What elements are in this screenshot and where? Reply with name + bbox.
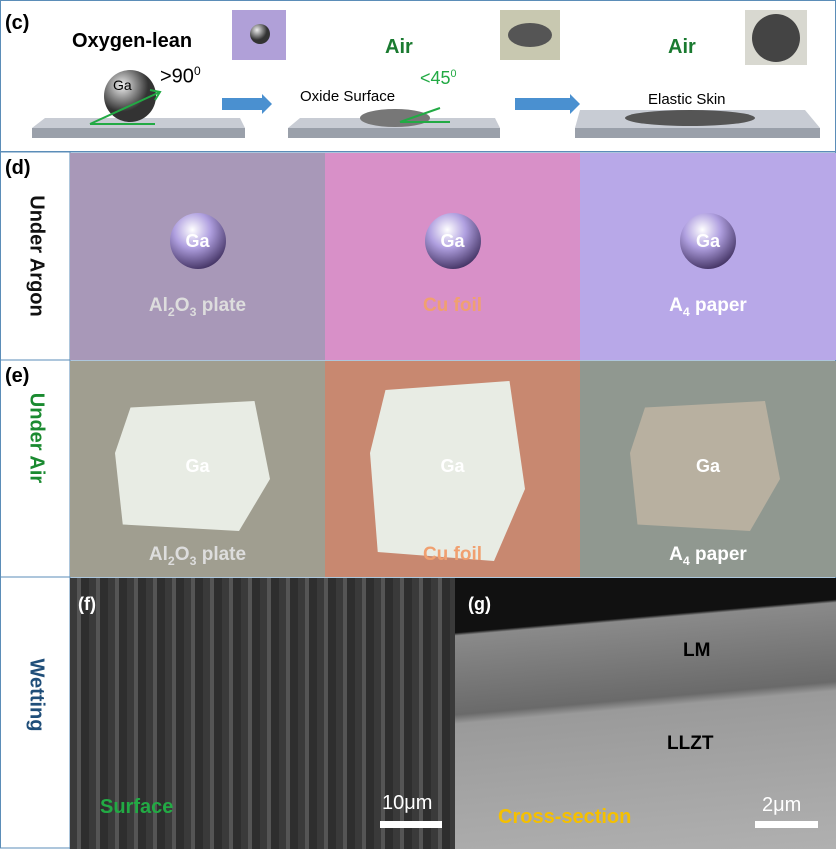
side-label: Under Argon <box>25 195 48 317</box>
contact-angle-sup: 0 <box>193 64 201 78</box>
photo: Ga Al2O3 plate <box>70 153 325 360</box>
droplet-label: Ga <box>185 231 210 251</box>
photo: Ga A4 paper <box>580 361 836 577</box>
caption: Cross-section <box>498 806 632 828</box>
state-title: Air <box>668 36 696 58</box>
droplet <box>680 213 736 269</box>
scale-bar <box>380 821 442 828</box>
substrate-label: Cu foil <box>325 295 580 317</box>
substrate-part: 2 <box>167 304 175 319</box>
substrate-part: Cu foil <box>422 544 483 565</box>
substrate-label: A4 paper <box>580 544 836 568</box>
state-note: Oxide Surface <box>300 88 396 105</box>
layer-label: LLZT <box>667 733 714 754</box>
panel-label: (c) <box>5 12 30 34</box>
photo: Ga Cu foil <box>325 361 580 577</box>
substrate-part: O <box>174 544 190 565</box>
panel-label: (g) <box>468 594 491 614</box>
contact-angle-sup: 0 <box>450 68 457 80</box>
wetted-film <box>115 401 270 531</box>
wetted-film <box>630 401 780 531</box>
droplet-label: Ga <box>440 456 465 476</box>
contact-angle: <450 <box>420 68 457 89</box>
substrate-part: paper <box>689 544 747 565</box>
caption: Surface <box>100 796 174 818</box>
side-label: Wetting <box>25 658 48 732</box>
contact-angle-text: >90 <box>160 65 194 88</box>
scale-label: 10μm <box>382 792 433 814</box>
state-title: Oxygen-lean <box>72 30 193 52</box>
substrate-part: 4 <box>682 553 690 568</box>
substrate-part: O <box>174 295 190 316</box>
substrate-part: Al <box>148 544 168 565</box>
substrate-part: Al <box>148 295 168 316</box>
substrate-part: A <box>669 295 683 316</box>
droplet <box>169 213 226 269</box>
photo: Ga Al2O3 plate <box>70 361 325 577</box>
substrate-part: paper <box>689 295 747 316</box>
panel-label: (d) <box>5 157 31 179</box>
substrate-part: 4 <box>682 304 690 319</box>
droplet-label: Ga <box>695 456 720 476</box>
droplet-label: Ga <box>185 456 210 476</box>
contact-angle-text: <45 <box>420 68 451 88</box>
substrate-part: plate <box>196 544 247 565</box>
droplet-label: Ga <box>695 231 720 251</box>
scale-label: 2μm <box>762 794 802 816</box>
substrate-label: Al2O3 plate <box>70 544 325 568</box>
photo: Ga Cu foil <box>325 153 580 360</box>
droplet-label: Ga <box>440 231 465 251</box>
layer-label: LM <box>683 640 711 661</box>
wetted-film <box>370 381 525 561</box>
substrate-part: 3 <box>189 553 197 568</box>
panel-label: (e) <box>5 365 30 387</box>
sem-image: (f) Surface 10μm <box>70 578 455 849</box>
substrate-part: 2 <box>167 553 175 568</box>
substrate-label: Al2O3 plate <box>70 295 325 319</box>
droplet <box>424 213 481 269</box>
state-note: Elastic Skin <box>648 91 726 108</box>
sem-image: (g) LM LLZT Cross-section 2μm <box>455 578 836 849</box>
substrate-part: Cu foil <box>422 295 483 316</box>
substrate-label: A4 paper <box>580 295 836 319</box>
substrate-part: plate <box>196 295 247 316</box>
state-title: Air <box>385 36 413 58</box>
substrate-part: A <box>669 544 683 565</box>
scale-bar <box>755 821 818 828</box>
substrate-part: 3 <box>189 304 197 319</box>
contact-angle: >900 <box>160 64 201 89</box>
droplet-label: Ga <box>113 77 132 93</box>
photo: Ga A4 paper <box>580 153 836 360</box>
panel-label: (f) <box>78 594 96 614</box>
side-label: Under Air <box>25 392 48 484</box>
substrate-label: Cu foil <box>325 544 580 566</box>
